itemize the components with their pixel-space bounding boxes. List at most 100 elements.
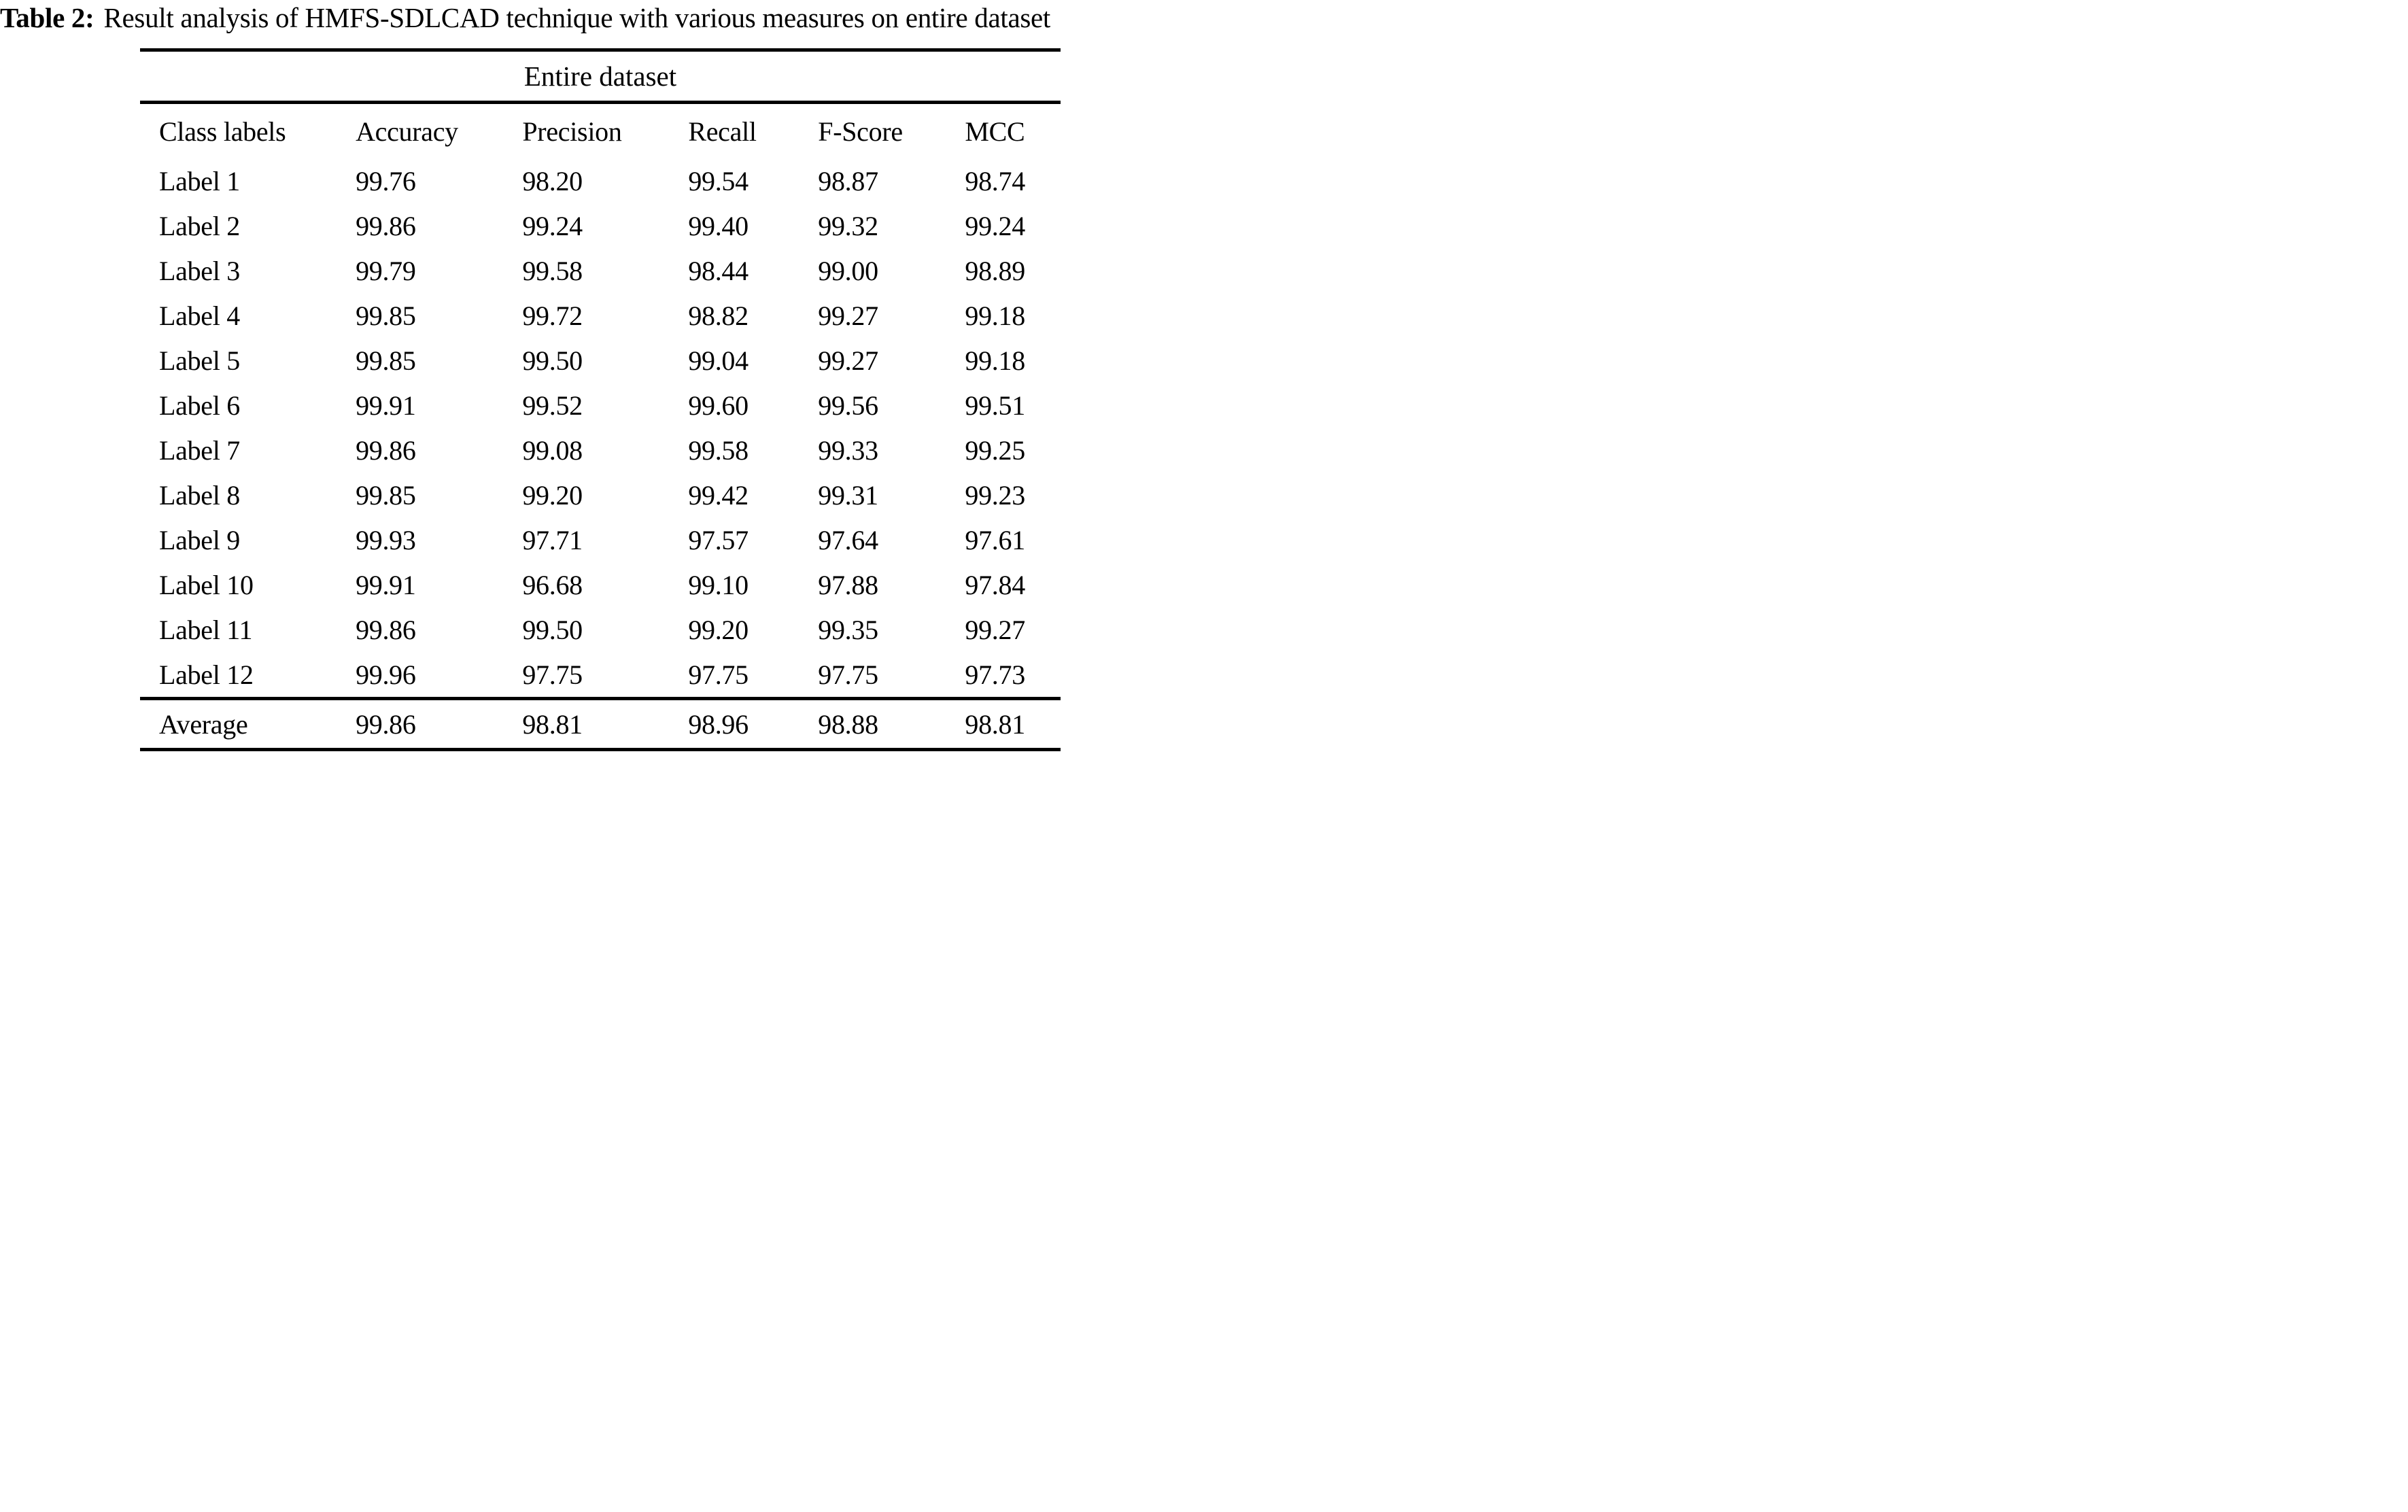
precision-cell: 97.71 <box>522 524 583 555</box>
table-row: Label 10 99.91 96.68 99.10 97.88 97.84 <box>140 562 1061 607</box>
accuracy-cell: 99.85 <box>356 479 416 511</box>
class-label-cell: Label 7 <box>159 434 240 466</box>
table-row: Label 5 99.85 99.50 99.04 99.27 99.18 <box>140 338 1061 383</box>
recall-cell: 99.04 <box>688 345 749 376</box>
table-rule-above-average <box>140 697 1061 700</box>
f-score-cell: 98.87 <box>818 165 878 196</box>
f-score-cell: 97.75 <box>818 659 878 690</box>
class-label-cell: Label 1 <box>159 165 240 196</box>
accuracy-cell: 99.86 <box>356 434 416 466</box>
recall-cell: 99.10 <box>688 569 749 600</box>
average-f-score-cell: 98.88 <box>818 708 878 740</box>
table-rule-under-group-header <box>140 101 1061 104</box>
mcc-cell: 99.25 <box>965 434 1025 466</box>
f-score-cell: 99.32 <box>818 210 878 241</box>
class-label-cell: Label 4 <box>159 300 240 331</box>
precision-cell: 99.08 <box>522 434 583 466</box>
column-header-class-labels: Class labels <box>159 116 286 147</box>
class-label-cell: Label 2 <box>159 210 240 241</box>
table-row: Label 11 99.86 99.50 99.20 99.35 99.27 <box>140 607 1061 652</box>
precision-cell: 99.24 <box>522 210 583 241</box>
recall-cell: 99.42 <box>688 479 749 511</box>
results-table: Entire dataset Class labels Accuracy Pre… <box>140 48 1061 751</box>
recall-cell: 98.44 <box>688 255 749 286</box>
class-label-cell: Label 6 <box>159 390 240 421</box>
class-label-cell: Label 3 <box>159 255 240 286</box>
f-score-cell: 99.35 <box>818 614 878 645</box>
average-row: Average 99.86 98.81 98.96 98.88 98.81 <box>140 700 1061 748</box>
precision-cell: 99.20 <box>522 479 583 511</box>
precision-cell: 99.72 <box>522 300 583 331</box>
accuracy-cell: 99.86 <box>356 614 416 645</box>
class-label-cell: Label 8 <box>159 479 240 511</box>
precision-cell: 96.68 <box>522 569 583 600</box>
table-row: Label 1 99.76 98.20 99.54 98.87 98.74 <box>140 158 1061 203</box>
table-row: Label 2 99.86 99.24 99.40 99.32 99.24 <box>140 203 1061 248</box>
class-label-cell: Label 12 <box>159 659 254 690</box>
accuracy-cell: 99.91 <box>356 390 416 421</box>
group-header-row: Entire dataset <box>140 52 1061 101</box>
table-rule-bottom <box>140 748 1061 751</box>
recall-cell: 99.40 <box>688 210 749 241</box>
f-score-cell: 99.27 <box>818 345 878 376</box>
table-row: Label 4 99.85 99.72 98.82 99.27 99.18 <box>140 293 1061 338</box>
table-body: Label 1 99.76 98.20 99.54 98.87 98.74 La… <box>140 158 1061 697</box>
table-row: Label 9 99.93 97.71 97.57 97.64 97.61 <box>140 517 1061 562</box>
recall-cell: 99.60 <box>688 390 749 421</box>
accuracy-cell: 99.79 <box>356 255 416 286</box>
column-header-row: Class labels Accuracy Precision Recall F… <box>140 104 1061 158</box>
precision-cell: 99.50 <box>522 614 583 645</box>
mcc-cell: 98.89 <box>965 255 1025 286</box>
accuracy-cell: 99.86 <box>356 210 416 241</box>
average-precision-cell: 98.81 <box>522 708 583 740</box>
recall-cell: 97.57 <box>688 524 749 555</box>
precision-cell: 99.50 <box>522 345 583 376</box>
class-label-cell: Label 5 <box>159 345 240 376</box>
f-score-cell: 99.33 <box>818 434 878 466</box>
table-caption-text: Result analysis of HMFS-SDLCAD technique… <box>103 2 1051 33</box>
recall-cell: 99.20 <box>688 614 749 645</box>
mcc-cell: 97.61 <box>965 524 1025 555</box>
mcc-cell: 99.23 <box>965 479 1025 511</box>
class-label-cell: Label 10 <box>159 569 254 600</box>
precision-cell: 99.52 <box>522 390 583 421</box>
table-rule-top <box>140 48 1061 52</box>
page-title: Table 2: Result analysis of HMFS-SDLCAD t… <box>0 1 1204 35</box>
accuracy-cell: 99.93 <box>356 524 416 555</box>
f-score-cell: 99.00 <box>818 255 878 286</box>
f-score-cell: 99.31 <box>818 479 878 511</box>
mcc-cell: 97.84 <box>965 569 1025 600</box>
mcc-cell: 99.24 <box>965 210 1025 241</box>
mcc-cell: 99.18 <box>965 300 1025 331</box>
class-label-cell: Label 9 <box>159 524 240 555</box>
recall-cell: 99.58 <box>688 434 749 466</box>
precision-cell: 97.75 <box>522 659 583 690</box>
accuracy-cell: 99.85 <box>356 300 416 331</box>
table-row: Label 12 99.96 97.75 97.75 97.75 97.73 <box>140 652 1061 697</box>
table-number-label: Table 2: <box>0 2 94 33</box>
precision-cell: 99.58 <box>522 255 583 286</box>
accuracy-cell: 99.85 <box>356 345 416 376</box>
f-score-cell: 99.56 <box>818 390 878 421</box>
column-header-mcc: MCC <box>965 116 1025 147</box>
recall-cell: 99.54 <box>688 165 749 196</box>
table-row: Label 3 99.79 99.58 98.44 99.00 98.89 <box>140 248 1061 293</box>
average-accuracy-cell: 99.86 <box>356 708 416 740</box>
column-header-f-score: F-Score <box>818 116 903 147</box>
average-row-label: Average <box>159 708 248 740</box>
mcc-cell: 98.74 <box>965 165 1025 196</box>
group-header: Entire dataset <box>523 61 677 92</box>
table-row: Label 6 99.91 99.52 99.60 99.56 99.51 <box>140 383 1061 428</box>
column-header-recall: Recall <box>688 116 757 147</box>
table-row: Label 7 99.86 99.08 99.58 99.33 99.25 <box>140 428 1061 472</box>
mcc-cell: 99.51 <box>965 390 1025 421</box>
f-score-cell: 97.88 <box>818 569 878 600</box>
table-row: Label 8 99.85 99.20 99.42 99.31 99.23 <box>140 472 1061 517</box>
class-label-cell: Label 11 <box>159 614 253 645</box>
recall-cell: 98.82 <box>688 300 749 331</box>
recall-cell: 97.75 <box>688 659 749 690</box>
average-mcc-cell: 98.81 <box>965 708 1025 740</box>
mcc-cell: 99.18 <box>965 345 1025 376</box>
f-score-cell: 99.27 <box>818 300 878 331</box>
average-recall-cell: 98.96 <box>688 708 749 740</box>
